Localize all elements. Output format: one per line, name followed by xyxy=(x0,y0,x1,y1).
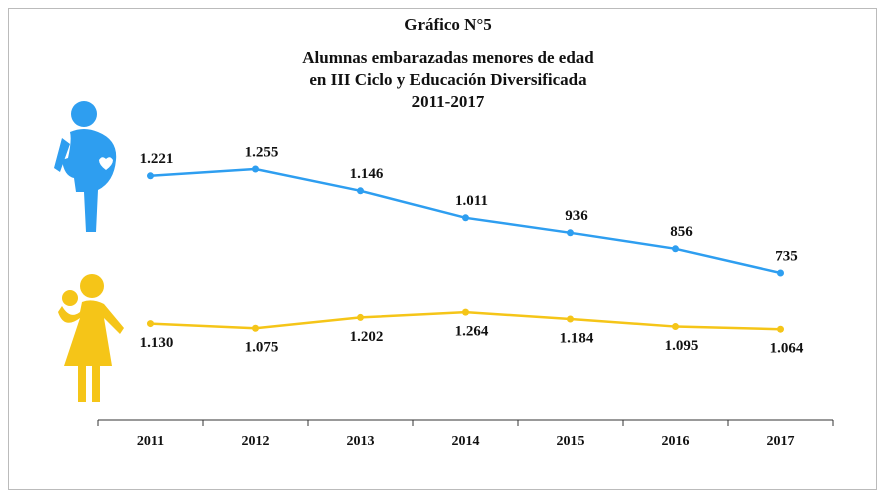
data-label: 856 xyxy=(670,224,693,240)
data-point xyxy=(567,229,574,237)
data-label: 1.146 xyxy=(350,166,384,182)
data-point xyxy=(357,313,364,321)
frame xyxy=(8,8,877,490)
data-label: 1.264 xyxy=(455,324,489,340)
data-label: 1.255 xyxy=(245,144,279,160)
data-point xyxy=(147,320,154,328)
data-label: 936 xyxy=(565,208,588,224)
data-label: 1.064 xyxy=(770,341,804,357)
data-point xyxy=(462,308,469,316)
x-tick-label: 2013 xyxy=(347,434,375,449)
data-point xyxy=(252,165,259,173)
data-point xyxy=(672,323,679,331)
mother-icon xyxy=(58,274,124,402)
data-point xyxy=(252,324,259,332)
data-point xyxy=(567,315,574,323)
chart-title: Gráfico N°5 xyxy=(404,15,492,34)
data-point xyxy=(462,214,469,222)
chart-subtitle: 2011-2017 xyxy=(412,92,485,111)
data-label: 1.202 xyxy=(350,329,384,345)
data-label: 1.075 xyxy=(245,340,279,356)
data-label: 1.221 xyxy=(140,151,174,167)
chart-subtitle: Alumnas embarazadas menores de edad xyxy=(302,48,594,67)
data-point xyxy=(777,325,784,333)
data-label: 1.095 xyxy=(665,338,699,354)
x-tick-label: 2014 xyxy=(452,434,480,449)
x-tick-label: 2016 xyxy=(662,434,690,449)
data-point xyxy=(357,187,364,195)
data-label: 1.184 xyxy=(560,330,594,346)
data-label: 1.011 xyxy=(455,193,488,209)
data-point xyxy=(777,269,784,277)
x-tick-label: 2012 xyxy=(242,434,270,449)
data-label: 1.130 xyxy=(140,335,174,351)
pregnant-icon xyxy=(54,101,117,232)
data-point xyxy=(672,245,679,253)
x-tick-label: 2015 xyxy=(557,434,585,449)
x-tick-label: 2017 xyxy=(767,434,795,449)
data-label: 735 xyxy=(775,248,798,264)
x-tick-label: 2011 xyxy=(137,434,164,449)
data-point xyxy=(147,172,154,180)
chart-subtitle: en III Ciclo y Educación Diversificada xyxy=(309,70,587,89)
